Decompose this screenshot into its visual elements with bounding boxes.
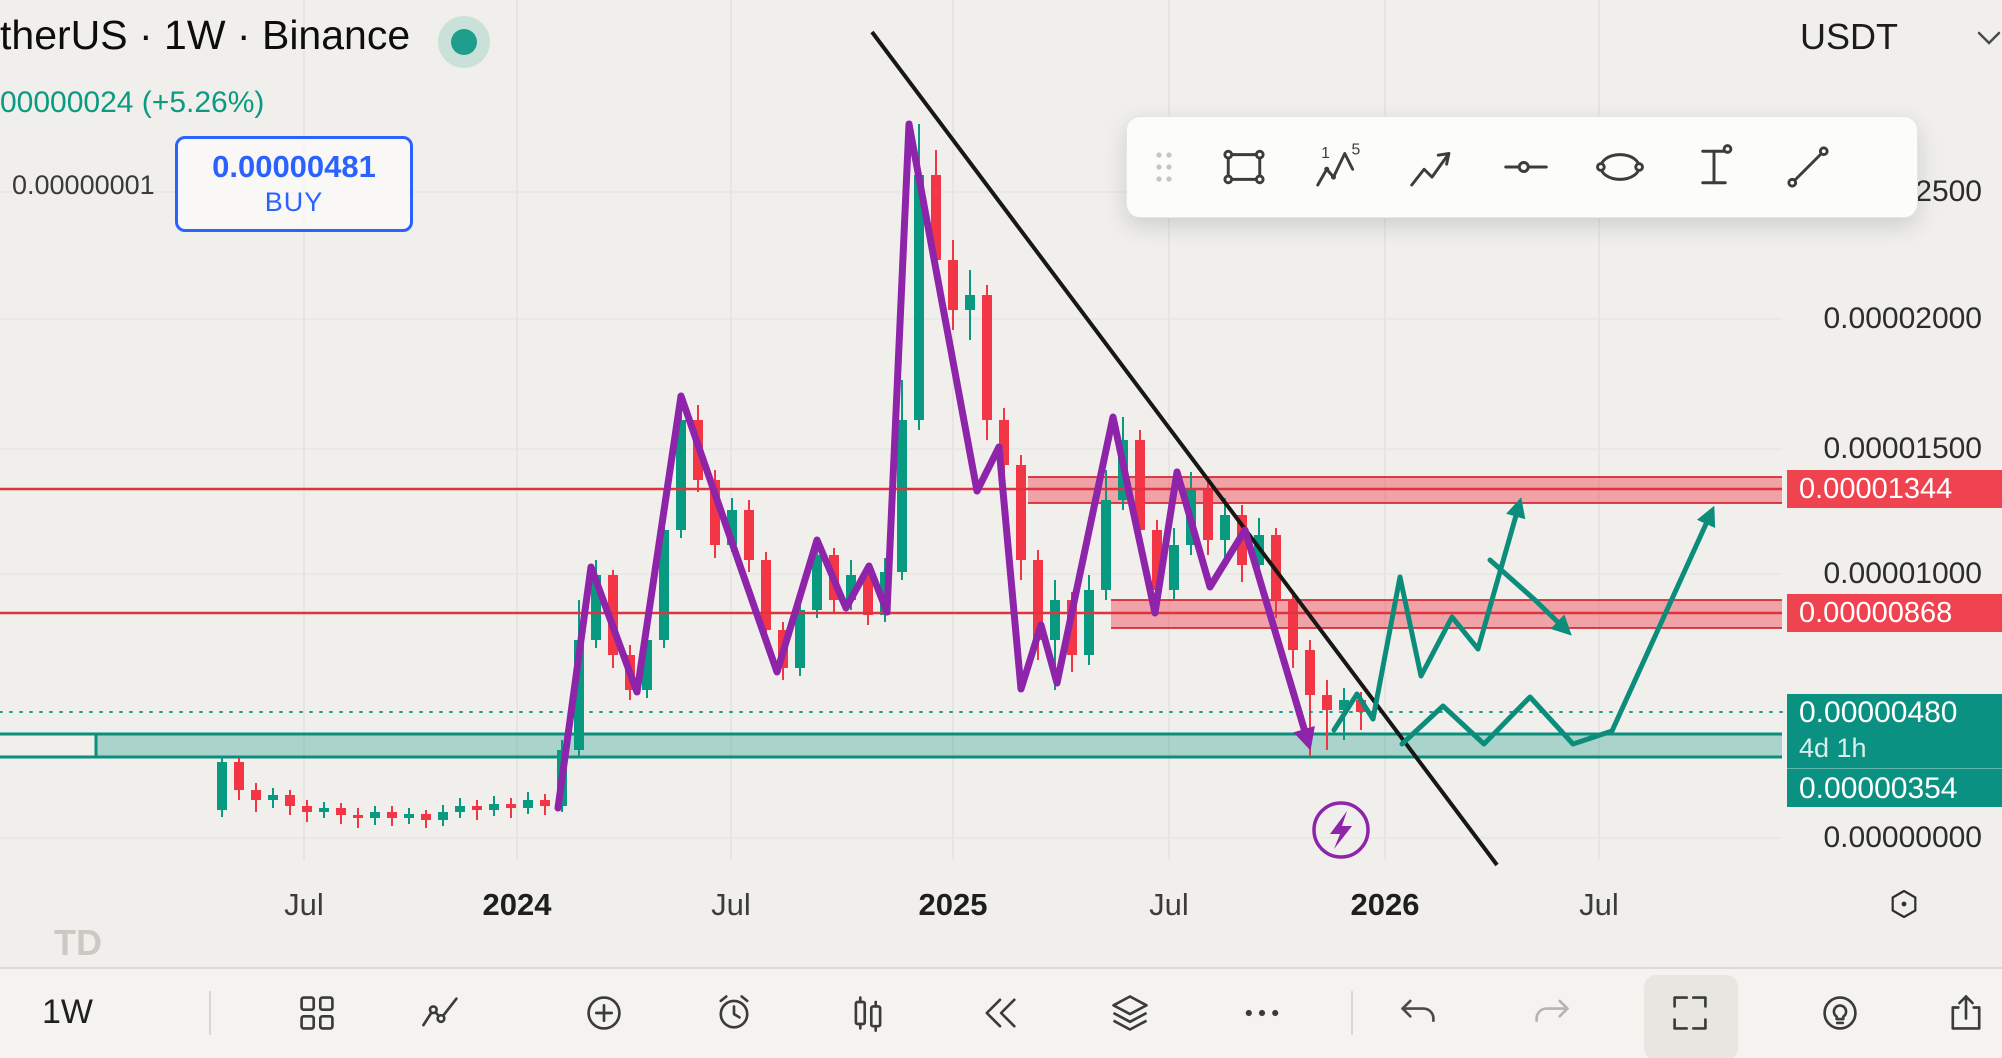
ideas-bulb-icon[interactable] (1818, 991, 1862, 1035)
wave-label-1: 1 (1321, 145, 1330, 162)
elliott-impulse-wave-tool[interactable]: 1 5 (1311, 140, 1365, 194)
drag-handle-icon[interactable] (1151, 143, 1177, 191)
publish-share-icon[interactable] (1944, 991, 1988, 1035)
floating-drawing-toolbar: 1 5 (1126, 116, 1918, 218)
symbol-title[interactable]: therUS · 1W · Binance (0, 12, 411, 58)
currency-selector[interactable]: USDT (1800, 16, 1898, 58)
candle-style-icon[interactable] (846, 991, 890, 1035)
buy-button[interactable]: 0.00000481 BUY (175, 136, 413, 232)
session-hexagon-icon[interactable] (1886, 886, 1922, 922)
indicators-icon[interactable] (419, 991, 463, 1035)
chevron-down-icon[interactable] (1976, 30, 2002, 46)
price-range-tool[interactable] (1687, 140, 1741, 194)
more-options-icon[interactable] (1240, 991, 1284, 1035)
object-tree-layers-icon[interactable] (1108, 991, 1152, 1035)
watermark: TD (54, 922, 102, 963)
bottom-toolbar: 1W (0, 967, 2002, 1058)
layout-grid-icon[interactable] (295, 991, 339, 1035)
buy-price: 0.00000481 (212, 149, 376, 184)
projection-arrow-drawing[interactable] (1331, 497, 1526, 733)
rectangle-tool[interactable] (1217, 140, 1271, 194)
lightning-icon[interactable] (1312, 801, 1370, 859)
alert-clock-icon[interactable] (712, 991, 756, 1035)
active-tool-highlight (1644, 975, 1738, 1058)
toolbar-divider (1351, 991, 1353, 1035)
redo-icon[interactable] (1530, 991, 1574, 1035)
market-open-dot (451, 29, 477, 55)
trend-line-tool[interactable] (1781, 140, 1835, 194)
toolbar-divider (209, 991, 211, 1035)
multichart-layout-icon[interactable] (1668, 991, 1712, 1035)
add-plus-icon[interactable] (582, 991, 626, 1035)
price-change-text: 00000024 (+5.26%) (0, 86, 265, 119)
counter-price-label: 0.00000001 (12, 170, 155, 200)
zones-layer (0, 476, 1782, 759)
undo-icon[interactable] (1396, 991, 1440, 1035)
descending-trendline-drawing[interactable] (870, 30, 1499, 867)
wave-label-5: 5 (1352, 142, 1361, 159)
horizontal-ray-tool[interactable] (1499, 140, 1553, 194)
market-status-icon (438, 16, 490, 68)
projection-arrow-drawing[interactable] (1399, 505, 1716, 747)
bar-replay-icon[interactable] (978, 991, 1022, 1035)
purple-zigzag-drawing[interactable] (554, 120, 1315, 812)
trend-arrow-tool[interactable] (1405, 140, 1459, 194)
ellipse-tool[interactable] (1593, 140, 1647, 194)
currency-label: USDT (1800, 16, 1898, 57)
demand-zone[interactable] (96, 734, 1782, 757)
interval-button[interactable]: 1W (42, 993, 93, 1031)
buy-button-label: BUY (264, 187, 324, 217)
projection-arrow-drawing[interactable] (1487, 557, 1572, 636)
